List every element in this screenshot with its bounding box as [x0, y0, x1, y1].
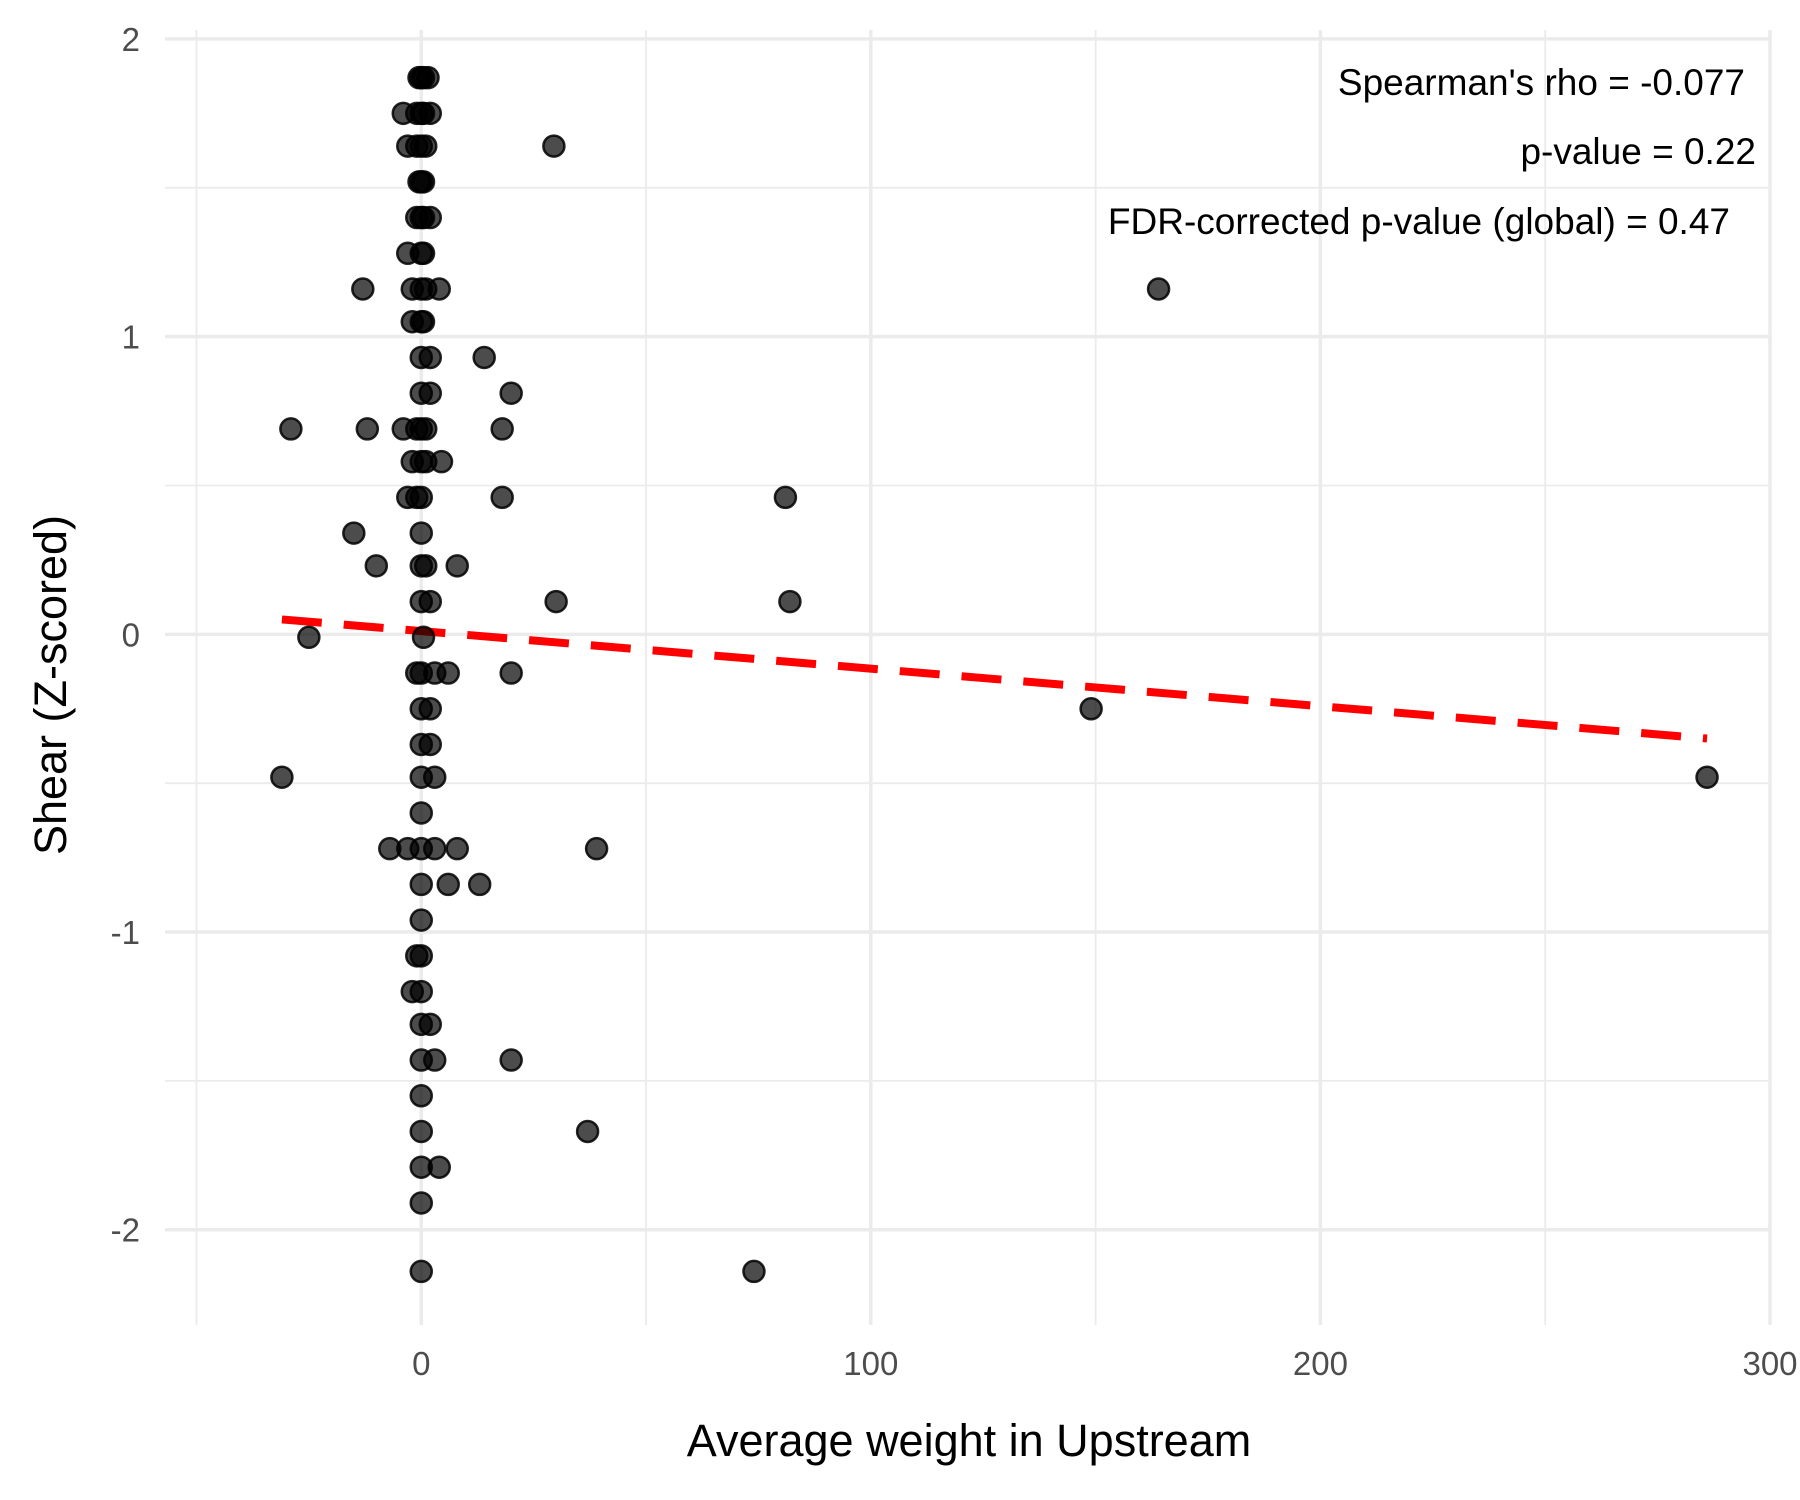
y-tick-labels: -2 -1 0 1 2 [111, 21, 140, 1249]
data-point [416, 65, 440, 90]
data-point [270, 765, 294, 789]
y-tick-label: 1 [122, 319, 140, 356]
data-point [418, 205, 443, 230]
data-point [542, 134, 566, 158]
data-point [409, 1084, 434, 1108]
data-point [355, 417, 380, 441]
data-point [418, 1012, 443, 1037]
annotation-fdr-p-value: FDR-corrected p-value (global) = 0.47 [1108, 201, 1730, 242]
data-point [414, 554, 438, 578]
x-axis-title: Average weight in Upstream [687, 1415, 1251, 1466]
data-point [490, 417, 514, 441]
x-tick-label: 0 [412, 1345, 430, 1382]
trend-line-group [281, 615, 1708, 743]
data-point [445, 554, 469, 578]
data-point [418, 589, 443, 614]
trend-line [281, 615, 1708, 743]
x-tick-label: 100 [843, 1345, 898, 1382]
data-point [445, 836, 469, 861]
annotation-spearman-rho: Spearman's rho = -0.077 [1338, 62, 1745, 103]
data-point [499, 661, 523, 685]
data-point [342, 521, 366, 545]
data-point [422, 836, 447, 861]
y-tick-label: 0 [122, 616, 140, 653]
data-point [351, 277, 375, 301]
data-point [1146, 277, 1171, 301]
data-point [778, 589, 802, 614]
data-point [427, 277, 451, 301]
data-point [409, 979, 434, 1004]
data-point [472, 345, 496, 370]
data-point [409, 485, 434, 510]
data-point [409, 872, 434, 897]
y-tick-label: 2 [122, 21, 140, 58]
data-point [409, 801, 434, 825]
data-point [411, 625, 436, 650]
y-tick-label: -1 [111, 914, 140, 951]
data-point [499, 1048, 523, 1072]
data-point [409, 1191, 434, 1215]
y-axis-title: Shear (Z-scored) [25, 515, 76, 855]
data-point [467, 872, 492, 897]
data-point [575, 1119, 600, 1144]
major-gridlines [165, 30, 1772, 1325]
data-point [409, 944, 434, 968]
data-point [414, 134, 438, 158]
data-point [364, 554, 389, 578]
data-point [418, 732, 443, 757]
data-point [429, 449, 454, 474]
data-point [499, 381, 523, 405]
x-tick-label: 200 [1293, 1345, 1348, 1382]
data-point [436, 661, 460, 685]
x-tick-labels: 0 100 200 300 [412, 1345, 1797, 1382]
data-point [409, 521, 434, 545]
data-point [418, 697, 443, 721]
data-point [411, 241, 436, 266]
data-point [544, 589, 568, 614]
annotation-p-value: p-value = 0.22 [1520, 131, 1756, 172]
data-point [409, 908, 434, 932]
data-points [270, 65, 1719, 1284]
data-point [409, 1119, 434, 1144]
data-point [422, 1048, 447, 1072]
data-point [297, 625, 321, 650]
data-point [411, 170, 436, 194]
data-point [1695, 765, 1719, 789]
data-point [1079, 697, 1103, 721]
data-point [414, 417, 438, 441]
data-point [418, 101, 443, 126]
y-tick-label: -2 [111, 1212, 140, 1249]
data-point [279, 417, 303, 441]
data-point [773, 485, 798, 510]
data-point [436, 872, 460, 897]
data-point [427, 1155, 451, 1179]
data-point [742, 1259, 766, 1284]
x-tick-label: 300 [1742, 1345, 1797, 1382]
data-point [409, 1259, 434, 1284]
data-point [584, 836, 609, 861]
data-point [422, 765, 447, 789]
data-point [411, 309, 436, 334]
data-point [418, 381, 443, 405]
data-point [418, 345, 443, 370]
data-point [490, 485, 514, 510]
